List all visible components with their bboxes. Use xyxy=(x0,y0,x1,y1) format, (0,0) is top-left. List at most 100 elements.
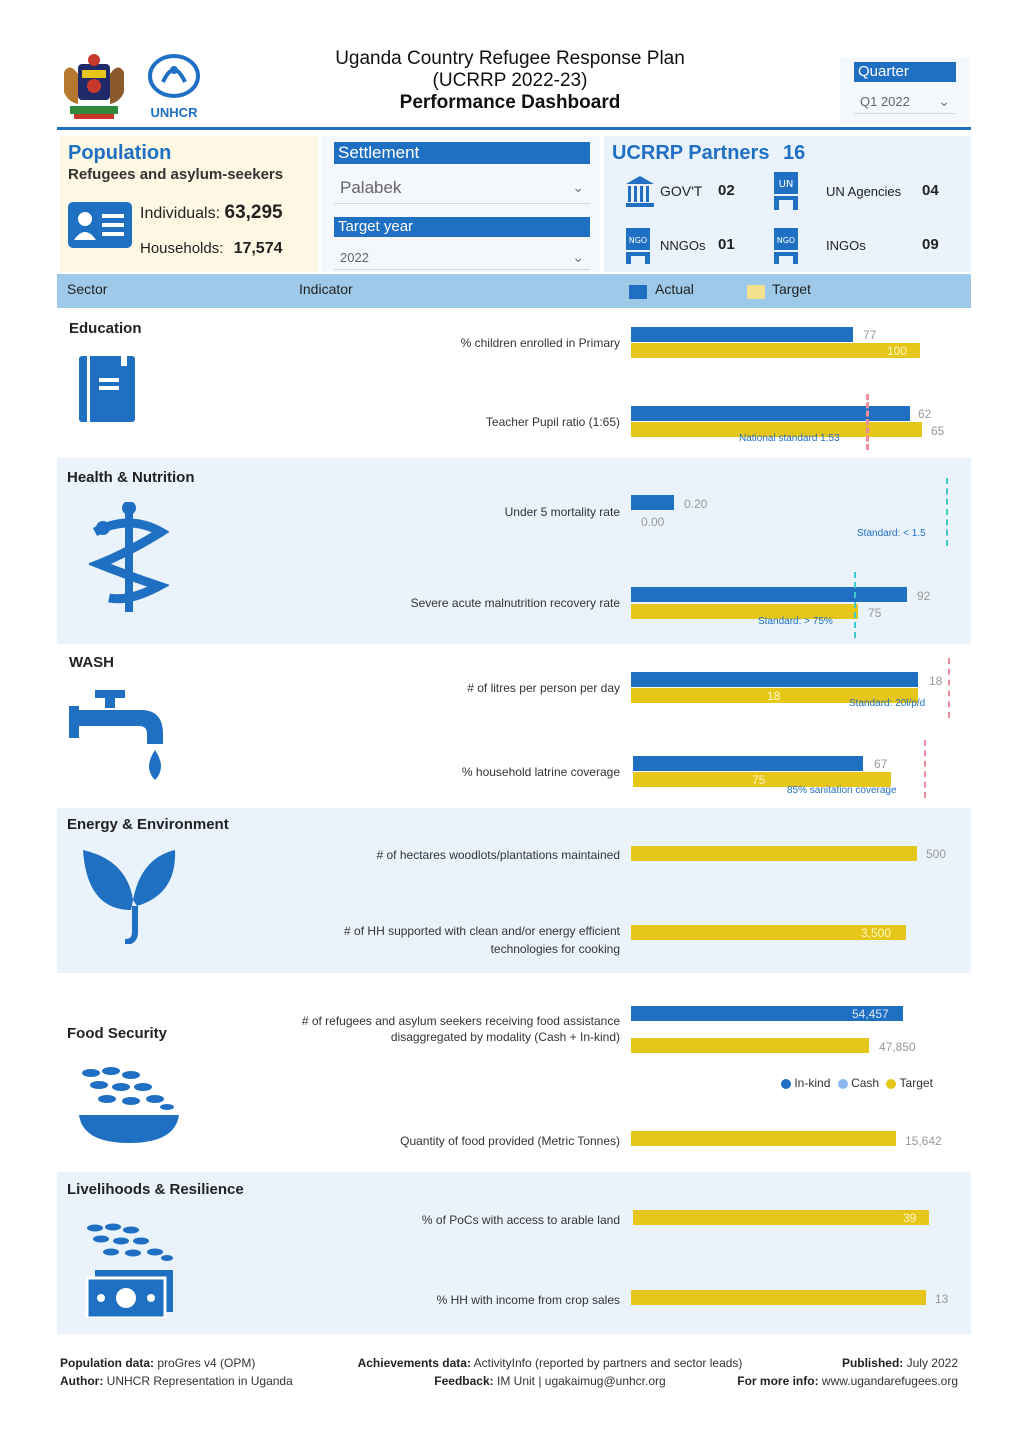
partners-title: UCRRP Partners xyxy=(612,142,770,164)
target-bar xyxy=(631,1290,926,1305)
plant-sprout-icon xyxy=(81,850,177,945)
ngo-flag-icon: NGO xyxy=(626,228,650,264)
indicator-label: # of HH supported with clean and/or ener… xyxy=(344,923,620,957)
pop-data-label: Population data: xyxy=(60,1356,154,1370)
indicator-label: # of hectares woodlots/plantations maint… xyxy=(376,848,621,862)
indicator-label: Under 5 mortality rate xyxy=(504,505,620,519)
sector-column-header: Sector xyxy=(67,281,108,297)
inkind-bar xyxy=(631,1006,903,1021)
footer-center: Achievements data: ActivityInfo (reporte… xyxy=(340,1354,760,1390)
legend-target-dot xyxy=(886,1078,897,1089)
actual-bar xyxy=(631,587,907,602)
indicator-label: % of PoCs with access to arable land xyxy=(421,1213,620,1227)
standard-line xyxy=(854,572,856,638)
achievements-value: ActivityInfo (reported by partners and s… xyxy=(473,1356,743,1370)
unhcr-logo-text: UNHCR xyxy=(150,105,198,120)
food-legend: In-kind Cash Target xyxy=(781,1076,933,1090)
target-value: 13 xyxy=(935,1292,949,1306)
chevron-down-icon: ⌄ xyxy=(938,93,950,109)
education-title: Education xyxy=(69,320,142,337)
target-value: 500 xyxy=(926,847,947,861)
water-tap-icon xyxy=(69,688,169,784)
partners-panel: UCRRP Partners 16 GOV'T 02 UN UN Agencie… xyxy=(604,136,971,272)
svg-text:UN: UN xyxy=(779,179,794,190)
svg-text:NGO: NGO xyxy=(629,236,647,245)
indicator-label: % HH with income from crop sales xyxy=(436,1293,620,1307)
quarter-filter[interactable]: Quarter Q1 2022 ⌄ xyxy=(840,58,970,122)
title-line-1: Uganda Country Refugee Response Plan xyxy=(335,48,685,69)
settlement-select[interactable]: Palabek ⌄ xyxy=(334,172,590,204)
uganda-coat-of-arms-logo xyxy=(60,52,128,122)
target-value: 75 xyxy=(752,773,766,787)
more-info-label: For more info: xyxy=(737,1374,819,1388)
livelihoods-title: Livelihoods & Resilience xyxy=(67,1181,244,1198)
header-divider xyxy=(57,127,971,130)
government-building-icon xyxy=(624,174,656,208)
indicator-label: % household latrine coverage xyxy=(461,765,620,779)
partner-nngo-label: NNGOs xyxy=(660,238,706,253)
target-value: 15,642 xyxy=(905,1134,942,1148)
indicator-label: Quantity of food provided (Metric Tonnes… xyxy=(400,1134,620,1148)
ngo-flag-icon: NGO xyxy=(774,228,798,264)
wash-section: WASH # of litres per person per day 18 1… xyxy=(57,646,971,806)
livelihoods-section: Livelihoods & Resilience % of PoCs with … xyxy=(57,1172,971,1334)
settlement-value: Palabek xyxy=(340,177,402,197)
legend-actual-swatch xyxy=(629,285,647,299)
filters-panel: Settlement Palabek ⌄ Target year 2022 ⌄ xyxy=(322,136,600,272)
pop-data-value: proGres v4 (OPM) xyxy=(157,1356,256,1370)
quarter-select[interactable]: Q1 2022 ⌄ xyxy=(854,90,956,114)
chevron-down-icon: ⌄ xyxy=(572,249,584,265)
published-label: Published: xyxy=(841,1356,904,1370)
households-value: 17,574 xyxy=(233,240,283,257)
energy-title: Energy & Environment xyxy=(67,816,229,833)
target-bar xyxy=(631,343,920,358)
actual-value: 77 xyxy=(863,328,877,342)
indicator-label-line-2: disaggregated by modality (Cash + In-kin… xyxy=(390,1030,620,1044)
target-value: 65 xyxy=(931,424,945,438)
caduceus-icon xyxy=(86,501,171,612)
standard-label: Standard: 20l/p/d xyxy=(849,698,926,709)
target-value: 39 xyxy=(903,1211,917,1225)
indicator-label: # of litres per person per day xyxy=(467,681,620,695)
legend-cash-label: Cash xyxy=(851,1076,880,1090)
legend-inkind-label: In-kind xyxy=(794,1076,831,1090)
actual-bar xyxy=(631,406,910,421)
legend-actual-label: Actual xyxy=(655,281,694,297)
target-bar xyxy=(631,688,918,703)
target-year-label: Target year xyxy=(334,217,590,237)
population-panel: Population Refugees and asylum-seekers I… xyxy=(60,136,318,272)
target-bar xyxy=(631,925,906,940)
quarter-value: Q1 2022 xyxy=(860,94,910,109)
svg-text:NGO: NGO xyxy=(777,236,795,245)
indicator-label-line-1: # of HH supported with clean and/or ener… xyxy=(344,924,620,938)
target-year-select[interactable]: 2022 ⌄ xyxy=(334,246,590,270)
book-icon xyxy=(77,354,137,424)
partner-ingo-value: 09 xyxy=(922,236,939,253)
individuals-label: Individuals: xyxy=(140,205,221,222)
food-security-section: Food Security # of refugees and asylum s… xyxy=(57,975,971,1170)
settlement-label: Settlement xyxy=(334,142,590,164)
standard-line xyxy=(924,740,926,798)
indicator-label: % children enrolled in Primary xyxy=(460,336,620,350)
actual-bar xyxy=(633,756,863,771)
standard-line xyxy=(948,658,950,718)
indicator-label: Teacher Pupil ratio (1:65) xyxy=(485,415,620,429)
legend-inkind-dot xyxy=(781,1078,791,1089)
actual-value: 18 xyxy=(929,674,943,688)
legend-target-label: Target xyxy=(899,1076,933,1090)
footer-right: Published: July 2022 For more info: www.… xyxy=(737,1354,958,1390)
actual-bar xyxy=(631,672,918,687)
partner-un-value: 04 xyxy=(922,182,939,199)
un-flag-icon: UN xyxy=(772,172,800,210)
target-value: 75 xyxy=(868,606,882,620)
footer-left: Population data: proGres v4 (OPM) Author… xyxy=(60,1354,293,1390)
partner-ingo-label: INGOs xyxy=(826,238,866,253)
unhcr-logo: UNHCR xyxy=(143,52,205,122)
target-year-value: 2022 xyxy=(340,250,369,265)
health-title: Health & Nutrition xyxy=(67,469,195,486)
more-info-link[interactable]: www.ugandarefugees.org xyxy=(821,1374,958,1388)
households-label: Households: xyxy=(140,240,224,257)
food-bowl-icon xyxy=(77,1065,181,1145)
actual-bar xyxy=(631,327,853,342)
dashboard-title: Uganda Country Refugee Response Plan (UC… xyxy=(300,48,720,114)
